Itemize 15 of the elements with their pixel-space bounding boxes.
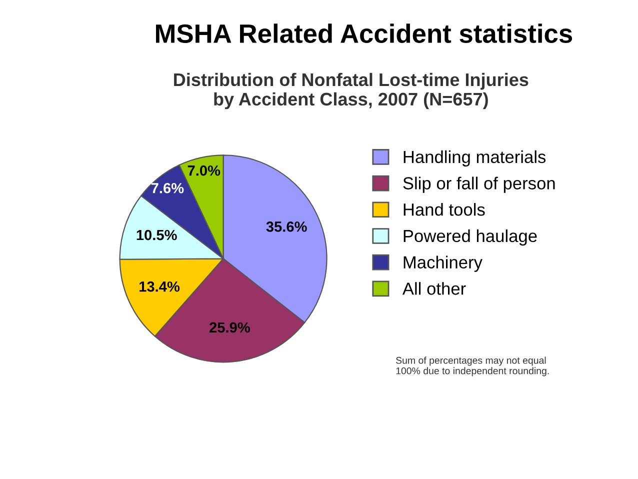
legend-label: Slip or fall of person <box>403 176 555 193</box>
legend-label: Machinery <box>404 256 482 272</box>
chart-subtitle: Distribution of Nonfatal Lost-time Injuries by Accident Class, 2007 (N=657) <box>174 72 528 110</box>
data-label: 10.5% <box>136 230 177 240</box>
legend-label: Powered haulage <box>404 229 537 246</box>
chart-title: MSHA Related Accident statistics <box>156 24 572 44</box>
data-label: 25.9% <box>210 322 250 333</box>
data-label: 7.6% <box>151 182 184 194</box>
legend-label: All other <box>402 282 466 295</box>
legend-label: Handling materials <box>404 150 546 167</box>
data-label: 7.0% <box>188 165 220 176</box>
data-label: 35.6% <box>266 221 307 232</box>
data-label: 13.4% <box>140 281 180 292</box>
text: Sum of percentages may not equal 100% due to independent rounding. <box>396 356 549 376</box>
legend-label: Hand tools <box>404 203 485 216</box>
